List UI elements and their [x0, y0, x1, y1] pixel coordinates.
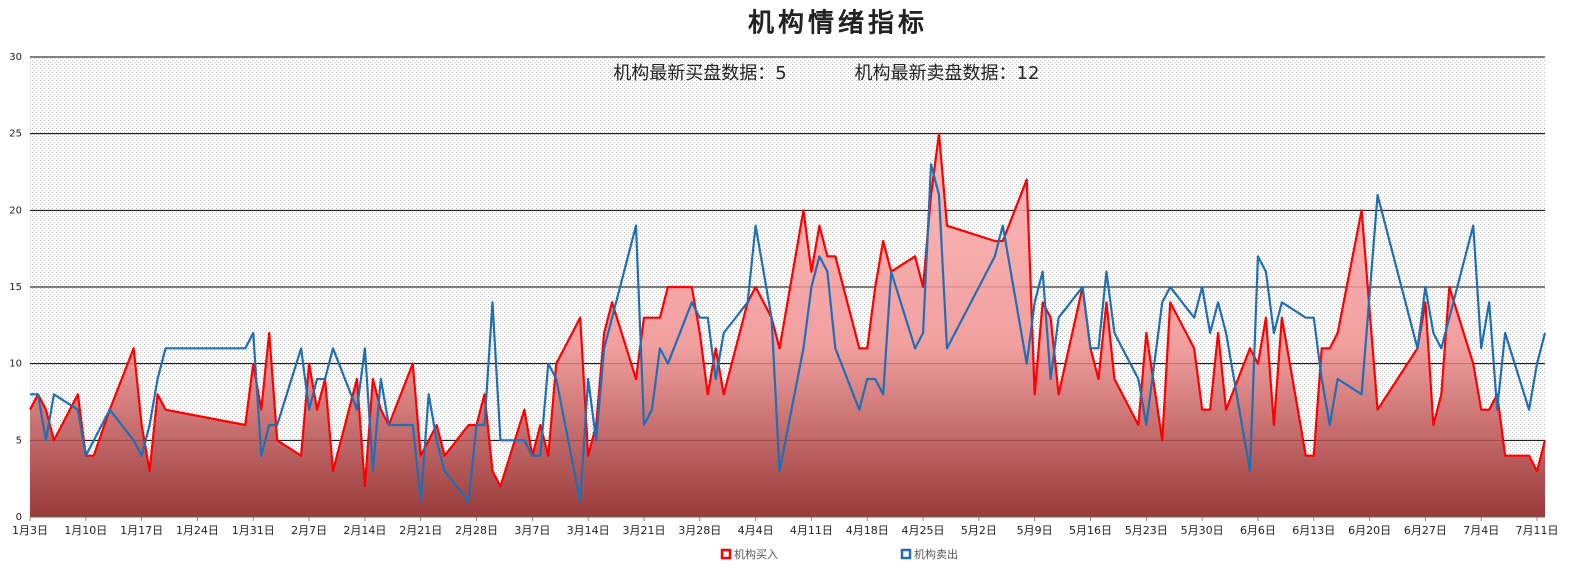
y-tick-label: 30	[9, 52, 22, 63]
area	[30, 133, 1545, 518]
annotation: 机构最新买盘数据：5	[613, 63, 786, 84]
line	[29, 132, 1547, 488]
x-tick-label: 5月16日	[1069, 524, 1112, 537]
y-tick-label: 0	[16, 512, 22, 523]
y-tick-label: 20	[9, 205, 22, 216]
x-tick-label: 5月30日	[1181, 524, 1224, 537]
x-tick-label: 1月3日	[12, 524, 48, 537]
x-tick-label: 1月17日	[120, 524, 163, 537]
x-tick-label: 2月14日	[343, 524, 386, 537]
y-tick-label: 25	[9, 129, 22, 140]
x-tick-label: 4月18日	[846, 524, 889, 537]
y-tick-label: 15	[9, 282, 22, 293]
y-tick-label: 10	[9, 359, 22, 370]
x-tick-label: 6月27日	[1404, 524, 1447, 537]
y-tick-label: 5	[16, 435, 22, 446]
x-tick-label: 3月7日	[514, 524, 550, 537]
legend-label: 机构卖出	[914, 547, 958, 561]
chart-title: 机构情绪指标	[748, 8, 928, 39]
x-tick-label: 3月28日	[678, 524, 721, 537]
legend-swatch	[900, 548, 912, 560]
x-tick-label: 5月2日	[961, 524, 997, 537]
annotation: 机构最新卖盘数据：12	[855, 63, 1040, 84]
x-tick-label: 7月4日	[1463, 524, 1499, 537]
x-tick-label: 7月11日	[1516, 524, 1559, 537]
x-tick-label: 1月10日	[64, 524, 107, 537]
x-tick-label: 6月13日	[1292, 524, 1335, 537]
x-tick-label: 5月9日	[1017, 524, 1053, 537]
legend-label: 机构买入	[734, 547, 778, 561]
x-tick-label: 2月28日	[455, 524, 498, 537]
x-tick-label: 1月31日	[232, 524, 275, 537]
x-tick-label: 2月7日	[291, 524, 327, 537]
x-tick-label: 6月20日	[1348, 524, 1391, 537]
x-tick-label: 4月11日	[790, 524, 833, 537]
x-tick-label: 2月21日	[399, 524, 442, 537]
x-tick-label: 4月25日	[902, 524, 945, 537]
legend-swatch	[720, 548, 732, 560]
x-tick-label: 5月23日	[1125, 524, 1168, 537]
x-tick-label: 6月6日	[1240, 524, 1276, 537]
x-tick-label: 1月24日	[176, 524, 219, 537]
line	[30, 163, 1547, 503]
x-tick-label: 4月4日	[738, 524, 774, 537]
x-tick-label: 3月21日	[622, 524, 665, 537]
x-tick-label: 3月14日	[567, 524, 610, 537]
